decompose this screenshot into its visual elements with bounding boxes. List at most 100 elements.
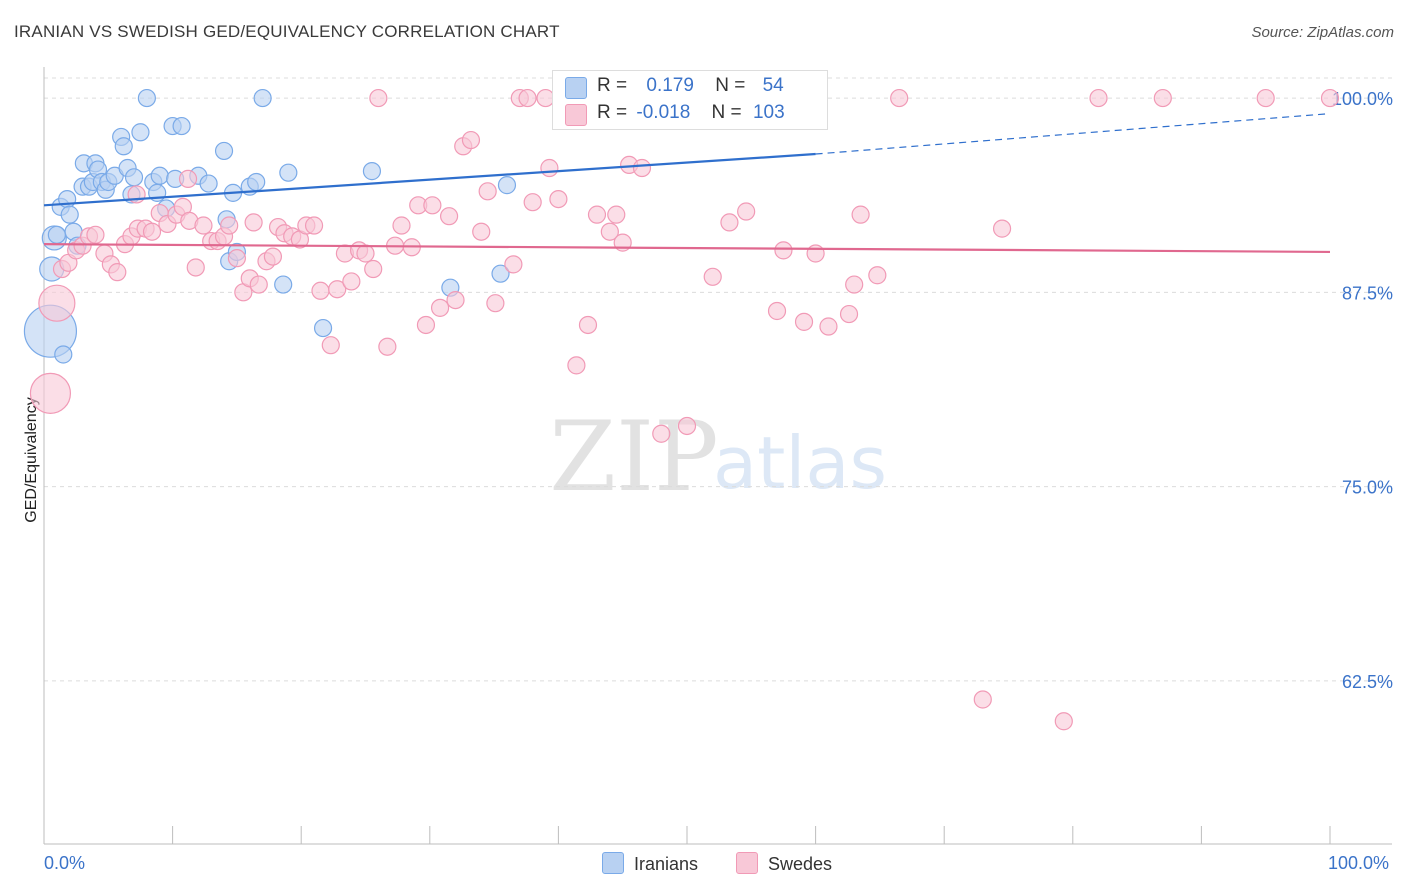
data-point-swedes [392,216,411,235]
data-point-iranians [47,225,66,244]
data-point-swedes [29,372,72,414]
data-point-swedes [652,424,671,443]
y-tick-label: 87.5% [1342,283,1393,303]
bottom-legend-swatch-iranians [602,852,624,874]
bottom-legend-swedes: Swedes [736,852,832,875]
data-point-iranians [274,275,293,294]
data-point-iranians [172,116,191,136]
data-point-swedes [819,317,838,336]
data-point-swedes [220,216,239,235]
data-point-swedes [342,272,361,291]
legend-n-value: 54 [762,75,784,96]
legend-n-label: N = [711,102,742,123]
data-point-swedes [1089,88,1108,108]
data-point-iranians [313,318,333,338]
data-point-swedes [632,158,652,178]
data-point-swedes [244,213,263,232]
data-point-swedes [992,219,1012,238]
data-point-iranians [54,345,73,364]
data-point-swedes [677,416,697,436]
trend-line-swedes [43,243,1331,254]
data-point-swedes [1256,88,1275,108]
y-tick-label: 100.0% [1332,89,1393,109]
data-point-swedes [973,690,992,709]
stats-legend: R = 0.179 N = 54 R = -0.018 N = 103 [552,70,828,130]
data-point-iranians [247,172,266,192]
data-point-iranians [214,141,234,161]
data-point-iranians [253,88,272,108]
x-tick-label-max: 100.0% [1328,853,1390,873]
data-point-swedes [703,267,722,286]
data-point-swedes [567,356,586,375]
data-point-swedes [439,207,459,226]
y-tick-label: 75.0% [1342,478,1393,498]
data-point-swedes [1054,712,1073,731]
bottom-legend-swatch-swedes [736,852,758,874]
data-point-swedes [311,281,330,300]
data-point-swedes [607,205,626,224]
data-point-swedes [194,216,213,235]
chart-title: IRANIAN VS SWEDISH GED/EQUIVALENCY CORRE… [14,22,560,41]
legend-swatch-iranians [565,77,587,99]
bottom-legend-iranians: Iranians [602,852,698,875]
data-point-swedes [486,294,505,313]
data-point-swedes [890,88,909,108]
data-point-iranians [491,264,510,283]
data-point-iranians [60,205,79,224]
data-point-swedes [478,182,497,201]
data-point-swedes [794,312,814,331]
legend-n-label: N = [715,75,746,96]
data-point-swedes [845,275,864,294]
data-point-swedes [578,315,598,335]
data-point-swedes [549,189,568,209]
data-point-swedes [446,291,465,310]
data-point-swedes [851,205,870,224]
y-tick-label: 62.5% [1342,672,1393,692]
data-point-swedes [1320,88,1340,108]
data-point-swedes [178,169,198,188]
data-point-iranians [150,166,169,185]
legend-n-value: 103 [752,102,785,123]
data-point-swedes [416,315,436,335]
legend-r-label: R = [597,102,628,123]
data-point-swedes [38,284,76,322]
data-point-swedes [868,266,887,285]
data-point-swedes [774,241,793,260]
data-point-iranians [279,163,298,182]
legend-swatch-swedes [565,104,587,126]
data-point-swedes [328,280,347,299]
data-point-iranians [497,176,517,195]
data-point-swedes [142,222,162,241]
data-point-swedes [227,249,246,268]
data-point-iranians [131,123,150,142]
data-point-swedes [737,202,756,221]
data-point-swedes [472,222,491,241]
data-point-swedes [430,298,450,317]
data-point-iranians [362,162,382,181]
data-point-swedes [587,205,607,224]
x-tick-label-min: 0.0% [44,853,86,873]
data-point-swedes [86,225,105,244]
data-point-swedes [767,301,787,321]
data-point-swedes [108,263,127,282]
legend-r-label: R = [597,75,628,96]
watermark-atlas: atlas [713,421,887,505]
legend-r-value: 0.179 [646,75,694,96]
data-point-swedes [806,244,825,263]
data-point-swedes [540,158,559,178]
bottom-legend-label: Swedes [768,854,833,874]
data-point-iranians [114,137,133,156]
data-point-iranians [137,88,156,108]
data-point-iranians [124,168,144,187]
data-point-swedes [378,337,397,356]
watermark-zip: ZIP [549,401,718,513]
data-point-swedes [249,275,268,294]
data-point-iranians [199,174,218,193]
legend-r-value: -0.018 [636,102,691,123]
data-point-swedes [356,244,375,263]
trend-line-iranians [43,152,816,207]
data-point-swedes [321,336,340,355]
trend-line-extension-iranians [815,113,1331,155]
data-point-swedes [186,258,205,277]
